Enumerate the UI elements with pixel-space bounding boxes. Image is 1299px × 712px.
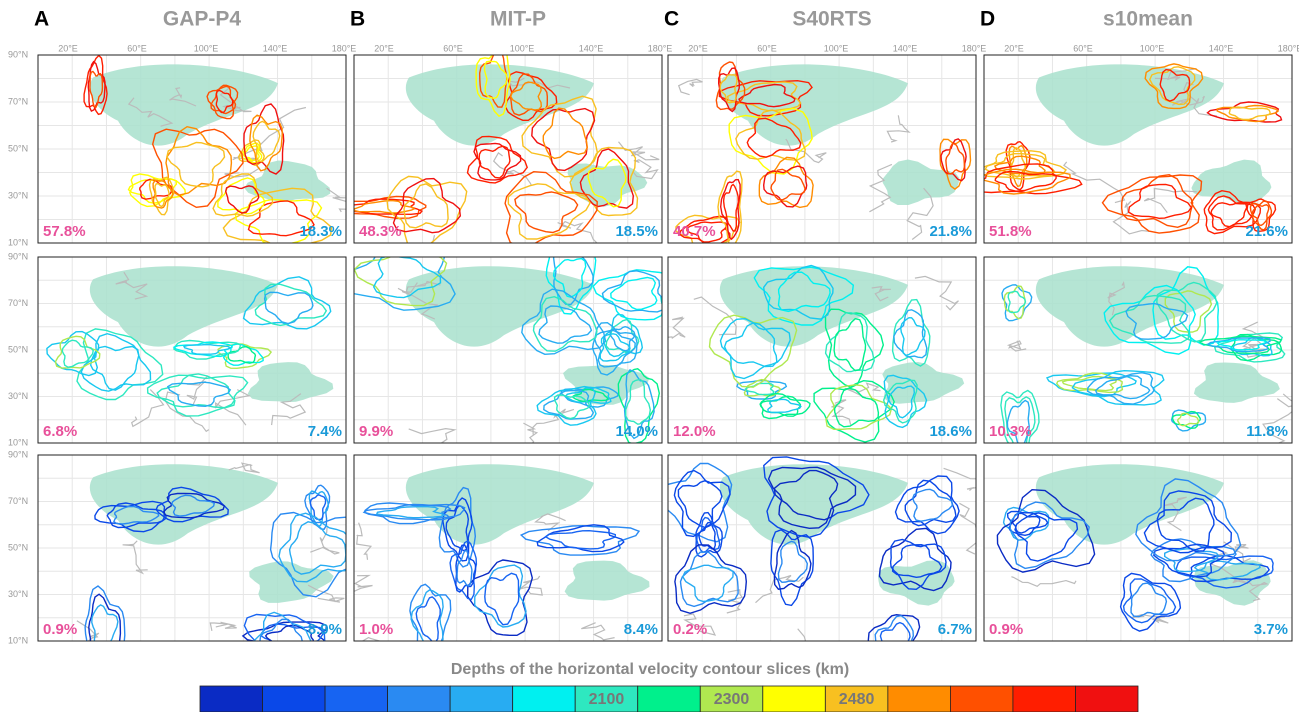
lon-label: 180°E: [962, 43, 987, 53]
percent-right: 11.8%: [1246, 423, 1288, 440]
lon-label: 180°E: [332, 43, 357, 53]
percent-right: 14.0%: [615, 423, 658, 440]
map-panel: [984, 455, 1292, 641]
colorbar-label: 2100: [589, 691, 625, 708]
percent-left: 6.8%: [43, 423, 77, 440]
map-panel: [38, 257, 346, 443]
lon-label: 20°E: [1004, 43, 1024, 53]
lat-label: 10°N: [8, 437, 28, 447]
percent-left: 9.9%: [359, 423, 393, 440]
lon-label: 60°E: [127, 43, 147, 53]
lon-label: 60°E: [1073, 43, 1093, 53]
percent-right: 18.5%: [615, 223, 658, 240]
colorbar-cell: [450, 686, 513, 712]
lat-label: 50°N: [8, 542, 28, 552]
map-panel: [969, 55, 1292, 243]
lon-label: 100°E: [824, 43, 849, 53]
lat-label: 70°N: [8, 496, 28, 506]
panel-title: S40RTS: [792, 8, 871, 31]
percent-left: 40.7%: [673, 223, 716, 240]
panel-letter: D: [980, 8, 995, 31]
lon-label: 180°E: [648, 43, 673, 53]
lon-label: 100°E: [510, 43, 535, 53]
percent-left: 0.2%: [673, 621, 707, 638]
colorbar-cell: [325, 686, 388, 712]
panel-letter: C: [664, 8, 679, 31]
lon-label: 20°E: [374, 43, 394, 53]
colorbar-cell: [888, 686, 951, 712]
panel-letter: A: [34, 8, 49, 31]
map-panel: [335, 44, 662, 287]
percent-left: 12.0%: [673, 423, 716, 440]
percent-right: 8.9%: [308, 621, 342, 638]
coastline: [863, 245, 882, 254]
lon-label: 180°E: [1278, 43, 1299, 53]
percent-left: 48.3%: [359, 223, 402, 240]
colorbar-cell: [513, 686, 576, 712]
lon-label: 20°E: [58, 43, 78, 53]
colorbar-cell: [388, 686, 451, 712]
percent-left: 1.0%: [359, 621, 393, 638]
lon-label: 140°E: [263, 43, 288, 53]
lat-label: 30°N: [8, 589, 28, 599]
panel-letter: B: [350, 8, 365, 31]
percent-left: 10.3%: [989, 423, 1032, 440]
panel-title: s10mean: [1103, 8, 1193, 31]
colorbar-cell: [763, 686, 826, 712]
panel-title: GAP-P4: [163, 8, 242, 31]
map-panel: [38, 55, 353, 248]
lat-label: 50°N: [8, 344, 28, 354]
percent-right: 3.7%: [1254, 621, 1288, 638]
lon-label: 100°E: [194, 43, 219, 53]
percent-left: 51.8%: [989, 223, 1032, 240]
colorbar-label: 2300: [714, 691, 750, 708]
percent-left: 57.8%: [43, 223, 86, 240]
lon-label: 140°E: [579, 43, 604, 53]
lon-label: 60°E: [443, 43, 463, 53]
map-panel: [38, 455, 364, 672]
percent-right: 7.4%: [308, 423, 342, 440]
colorbar-cell: [950, 686, 1013, 712]
percent-left: 0.9%: [989, 621, 1023, 638]
lat-label: 30°N: [8, 391, 28, 401]
colorbar-cell: [638, 686, 701, 712]
colorbar-cell: [1075, 686, 1138, 712]
percent-right: 21.8%: [929, 223, 972, 240]
lat-label: 30°N: [8, 190, 28, 200]
colorbar-cell: [200, 686, 263, 712]
lat-label: 90°N: [8, 449, 28, 459]
colorbar-cell: [1013, 686, 1076, 712]
lon-label: 60°E: [757, 43, 777, 53]
percent-right: 8.4%: [624, 621, 658, 638]
lat-label: 70°N: [8, 298, 28, 308]
colorbar-label: 2480: [839, 691, 875, 708]
lat-label: 50°N: [8, 143, 28, 153]
map-panel: [661, 455, 994, 673]
colorbar-cell: [263, 686, 326, 712]
figure: Depths of the horizontal velocity contou…: [0, 0, 1299, 712]
map-panel: [665, 257, 976, 443]
percent-right: 18.6%: [929, 423, 972, 440]
lon-label: 20°E: [688, 43, 708, 53]
lat-label: 10°N: [8, 237, 28, 247]
lon-label: 140°E: [893, 43, 918, 53]
colorbar-title: Depths of the horizontal velocity contou…: [451, 661, 849, 678]
lat-label: 10°N: [8, 635, 28, 645]
lat-label: 70°N: [8, 96, 28, 106]
lat-label: 90°N: [8, 251, 28, 261]
percent-right: 21.6%: [1245, 223, 1288, 240]
lon-label: 140°E: [1209, 43, 1234, 53]
lat-label: 90°N: [8, 49, 28, 59]
percent-right: 6.7%: [938, 621, 972, 638]
percent-left: 0.9%: [43, 621, 77, 638]
panel-title: MIT-P: [490, 8, 546, 31]
percent-right: 18.3%: [299, 223, 342, 240]
lon-label: 100°E: [1140, 43, 1165, 53]
